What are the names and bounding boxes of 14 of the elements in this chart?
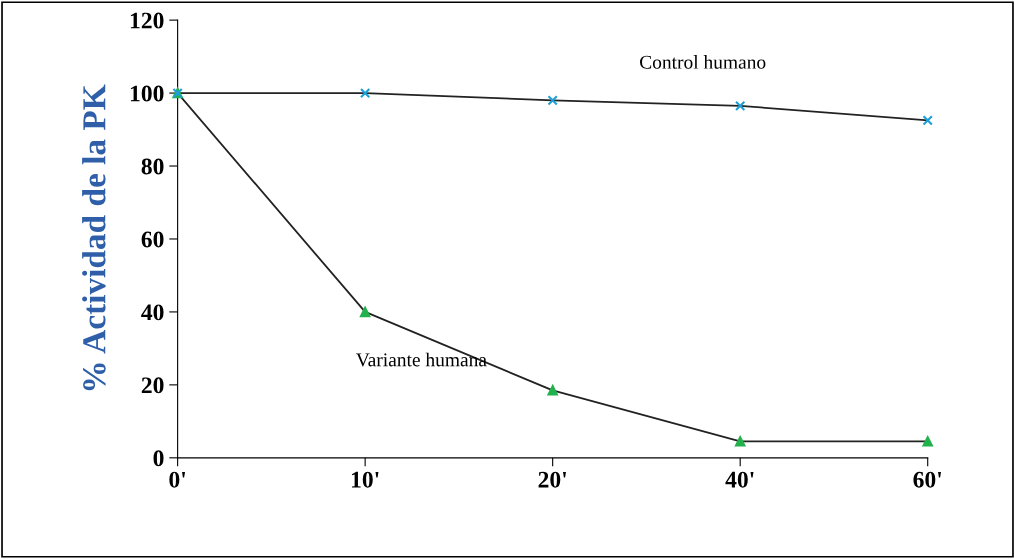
y-tick-label: 120 [130, 12, 164, 29]
series-label: Control humano [640, 55, 766, 69]
x-tick-label: 0' [169, 471, 186, 488]
x-tick-label: 60' [913, 471, 942, 488]
y-tick-label: 20 [141, 377, 164, 394]
x-tick-label: 20' [538, 471, 566, 488]
x-tick-label: 10' [351, 471, 379, 488]
y-axis-title: % Actividad de la PK [82, 84, 106, 391]
y-tick-label: 60 [141, 231, 164, 248]
y-tick-label: 40 [141, 304, 164, 321]
y-tick-label: 100 [130, 85, 164, 102]
y-tick-label: 80 [141, 158, 164, 175]
x-tick-label: 40' [725, 471, 754, 488]
y-tick-label: 0 [153, 450, 164, 467]
